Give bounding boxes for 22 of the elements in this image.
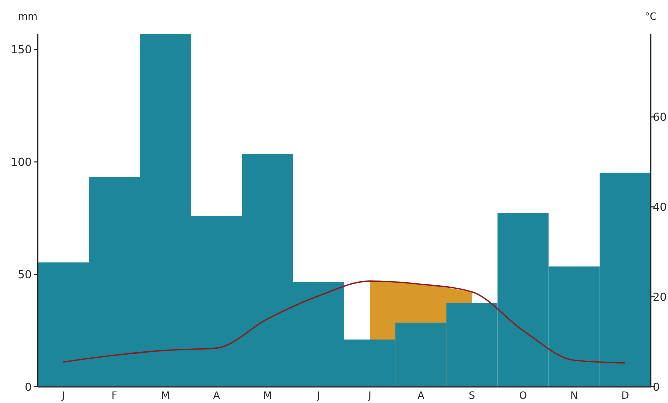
y-tick-label: 100 (11, 156, 32, 170)
y2-axis-title: °C (645, 12, 658, 23)
y2-tick-label: 60 (653, 111, 667, 124)
x-tick-label: J (368, 391, 372, 402)
x-tick-label: D (622, 391, 630, 402)
x-tick-label: J (61, 391, 66, 402)
x-tick-label: S (469, 391, 476, 402)
y2-tick-label: 20 (653, 290, 667, 304)
x-tick-label: A (418, 391, 425, 402)
x-tick-label: O (519, 391, 528, 402)
y-tick-label: 150 (11, 44, 32, 57)
y2-tick-label: 40 (653, 200, 667, 214)
x-tick-label: M (264, 391, 272, 402)
x-tick-label: N (570, 391, 578, 402)
x-tick-label: A (213, 391, 220, 402)
line-series (62, 280, 626, 364)
y-tick-label: 0 (25, 380, 32, 394)
y-axis-title: mm (18, 12, 38, 23)
x-tick-label: M (161, 391, 170, 402)
x-tick-label: J (316, 391, 320, 402)
x-tick-label: F (112, 391, 118, 402)
y-tick-label: 50 (18, 268, 32, 282)
